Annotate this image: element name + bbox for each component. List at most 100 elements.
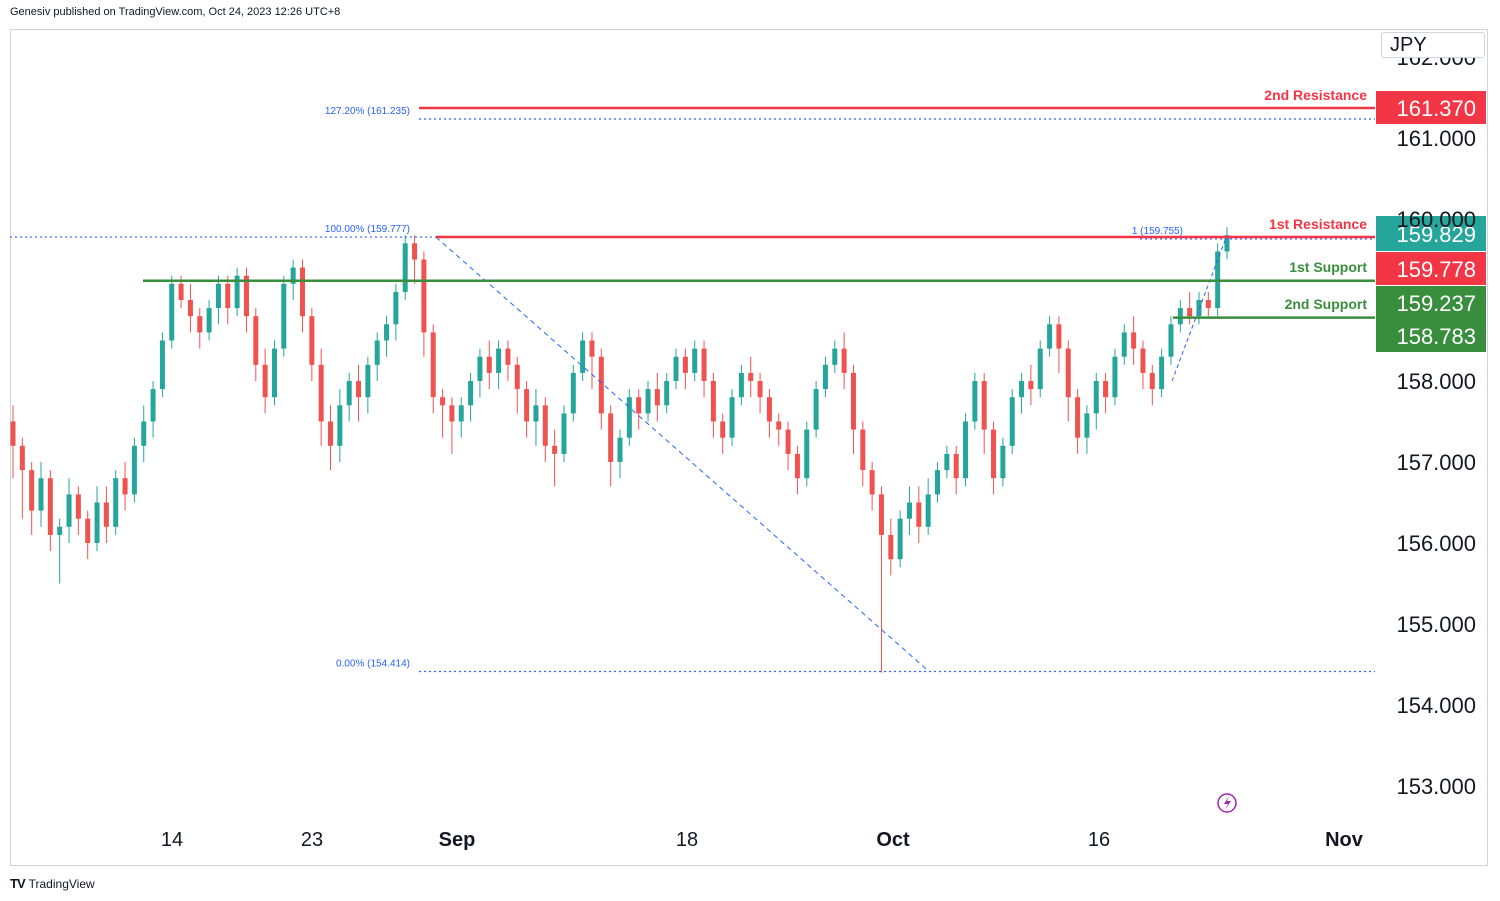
y-tick-label: 155.000 <box>1396 612 1476 637</box>
y-tick-label: 158.000 <box>1396 369 1476 394</box>
fib-projection-line <box>1171 235 1228 382</box>
candle-body <box>794 453 800 479</box>
2nd-resistance-price-box <box>1376 91 1486 124</box>
y-tick-label: 160.000 <box>1396 207 1476 232</box>
candle-body <box>850 372 856 430</box>
candle-body <box>458 405 464 422</box>
1st-resistance-label: 1st Resistance <box>1269 216 1367 232</box>
candle-body <box>318 364 324 422</box>
candle-body <box>1187 308 1193 317</box>
candle-body <box>75 494 81 519</box>
candle-body <box>729 397 735 438</box>
candle-body <box>365 364 371 398</box>
lightning-icon <box>1217 793 1237 813</box>
candle-body <box>337 405 343 446</box>
candle-body <box>496 348 502 373</box>
candle-body <box>916 502 922 527</box>
candle-body <box>1168 324 1174 357</box>
candle-body <box>524 389 530 422</box>
candle-body <box>832 348 838 365</box>
candle-body <box>197 316 203 333</box>
candle-body <box>1019 381 1025 398</box>
candle-body <box>1159 356 1165 390</box>
candle-body <box>748 372 754 381</box>
candle-body <box>393 291 399 325</box>
candle-body <box>1056 324 1062 349</box>
y-tick-label: 156.000 <box>1396 531 1476 556</box>
x-tick-label: 14 <box>161 829 183 851</box>
x-tick-label: Oct <box>876 829 910 851</box>
candle-body <box>1047 324 1053 349</box>
candle-body <box>822 364 828 390</box>
candle-body <box>906 502 912 519</box>
fib-127-line-label: 127.20% (161.235) <box>325 106 410 117</box>
candle-body <box>356 381 362 398</box>
candle-body <box>514 364 520 390</box>
2nd-support-price-label: 158.783 <box>1396 324 1476 349</box>
2nd-resistance-price-label: 161.370 <box>1396 96 1476 121</box>
2nd-support-price-box <box>1376 319 1486 352</box>
candle-body <box>692 348 698 373</box>
2nd-support-label: 2nd Support <box>1285 296 1368 312</box>
candle-body <box>1093 381 1099 414</box>
x-tick-label: Sep <box>439 829 476 851</box>
candle-body <box>384 324 390 341</box>
candle-body <box>785 429 791 454</box>
candle-body <box>645 389 651 414</box>
candle-body <box>953 453 959 479</box>
candle-body <box>159 340 165 390</box>
candle-body <box>1075 397 1081 438</box>
candle-body <box>66 494 72 527</box>
candle-body <box>29 470 35 511</box>
currency-selector[interactable]: JPY <box>1381 32 1485 58</box>
chart-frame[interactable] <box>10 29 1488 866</box>
candle-body <box>1205 300 1211 309</box>
candle-body <box>720 421 726 438</box>
candle-body <box>804 429 810 479</box>
candle-body <box>1028 381 1034 390</box>
candle-body <box>972 381 978 422</box>
candle-body <box>103 502 109 527</box>
candle-body <box>57 526 63 535</box>
candle-body <box>925 494 931 527</box>
candle-body <box>981 381 987 430</box>
candle-body <box>486 356 492 373</box>
fib-100-line-label: 100.00% (159.777) <box>325 224 410 235</box>
candle-body <box>664 381 670 406</box>
1st-resistance-price-label: 159.778 <box>1396 257 1476 282</box>
candle-body <box>598 356 604 414</box>
candle-body <box>897 518 903 560</box>
candle-body <box>1177 308 1183 325</box>
candle-body <box>47 478 53 535</box>
candle-body <box>430 332 436 398</box>
candle-body <box>290 267 296 284</box>
2nd-resistance-label: 2nd Resistance <box>1264 87 1367 103</box>
candle-body <box>1112 356 1118 398</box>
candle-body <box>626 397 632 438</box>
1st-resistance-price-box <box>1376 252 1486 285</box>
1st-support-price-label: 159.237 <box>1396 291 1476 316</box>
candle-body <box>271 348 277 398</box>
y-tick-label: 153.000 <box>1396 774 1476 799</box>
candle-body <box>617 437 623 462</box>
candle-body <box>412 243 418 260</box>
x-tick-label: 18 <box>676 829 698 851</box>
tradingview-logo-icon: TV <box>10 876 26 891</box>
candle-body <box>374 340 380 365</box>
candle-body <box>150 389 156 422</box>
candle-body <box>813 389 819 430</box>
candle-body <box>701 348 707 381</box>
candle-body <box>449 405 455 422</box>
candle-body <box>654 389 660 406</box>
candle-body <box>169 283 175 341</box>
candle-body <box>262 364 268 398</box>
footer: TV TradingView <box>10 876 95 891</box>
candle-body <box>561 413 567 454</box>
candle-body <box>85 518 91 543</box>
candle-body <box>122 478 128 495</box>
candle-body <box>682 356 688 373</box>
candle-body <box>328 421 334 446</box>
current-price-label: 159.829 <box>1396 222 1476 247</box>
candle-body <box>1140 348 1146 373</box>
